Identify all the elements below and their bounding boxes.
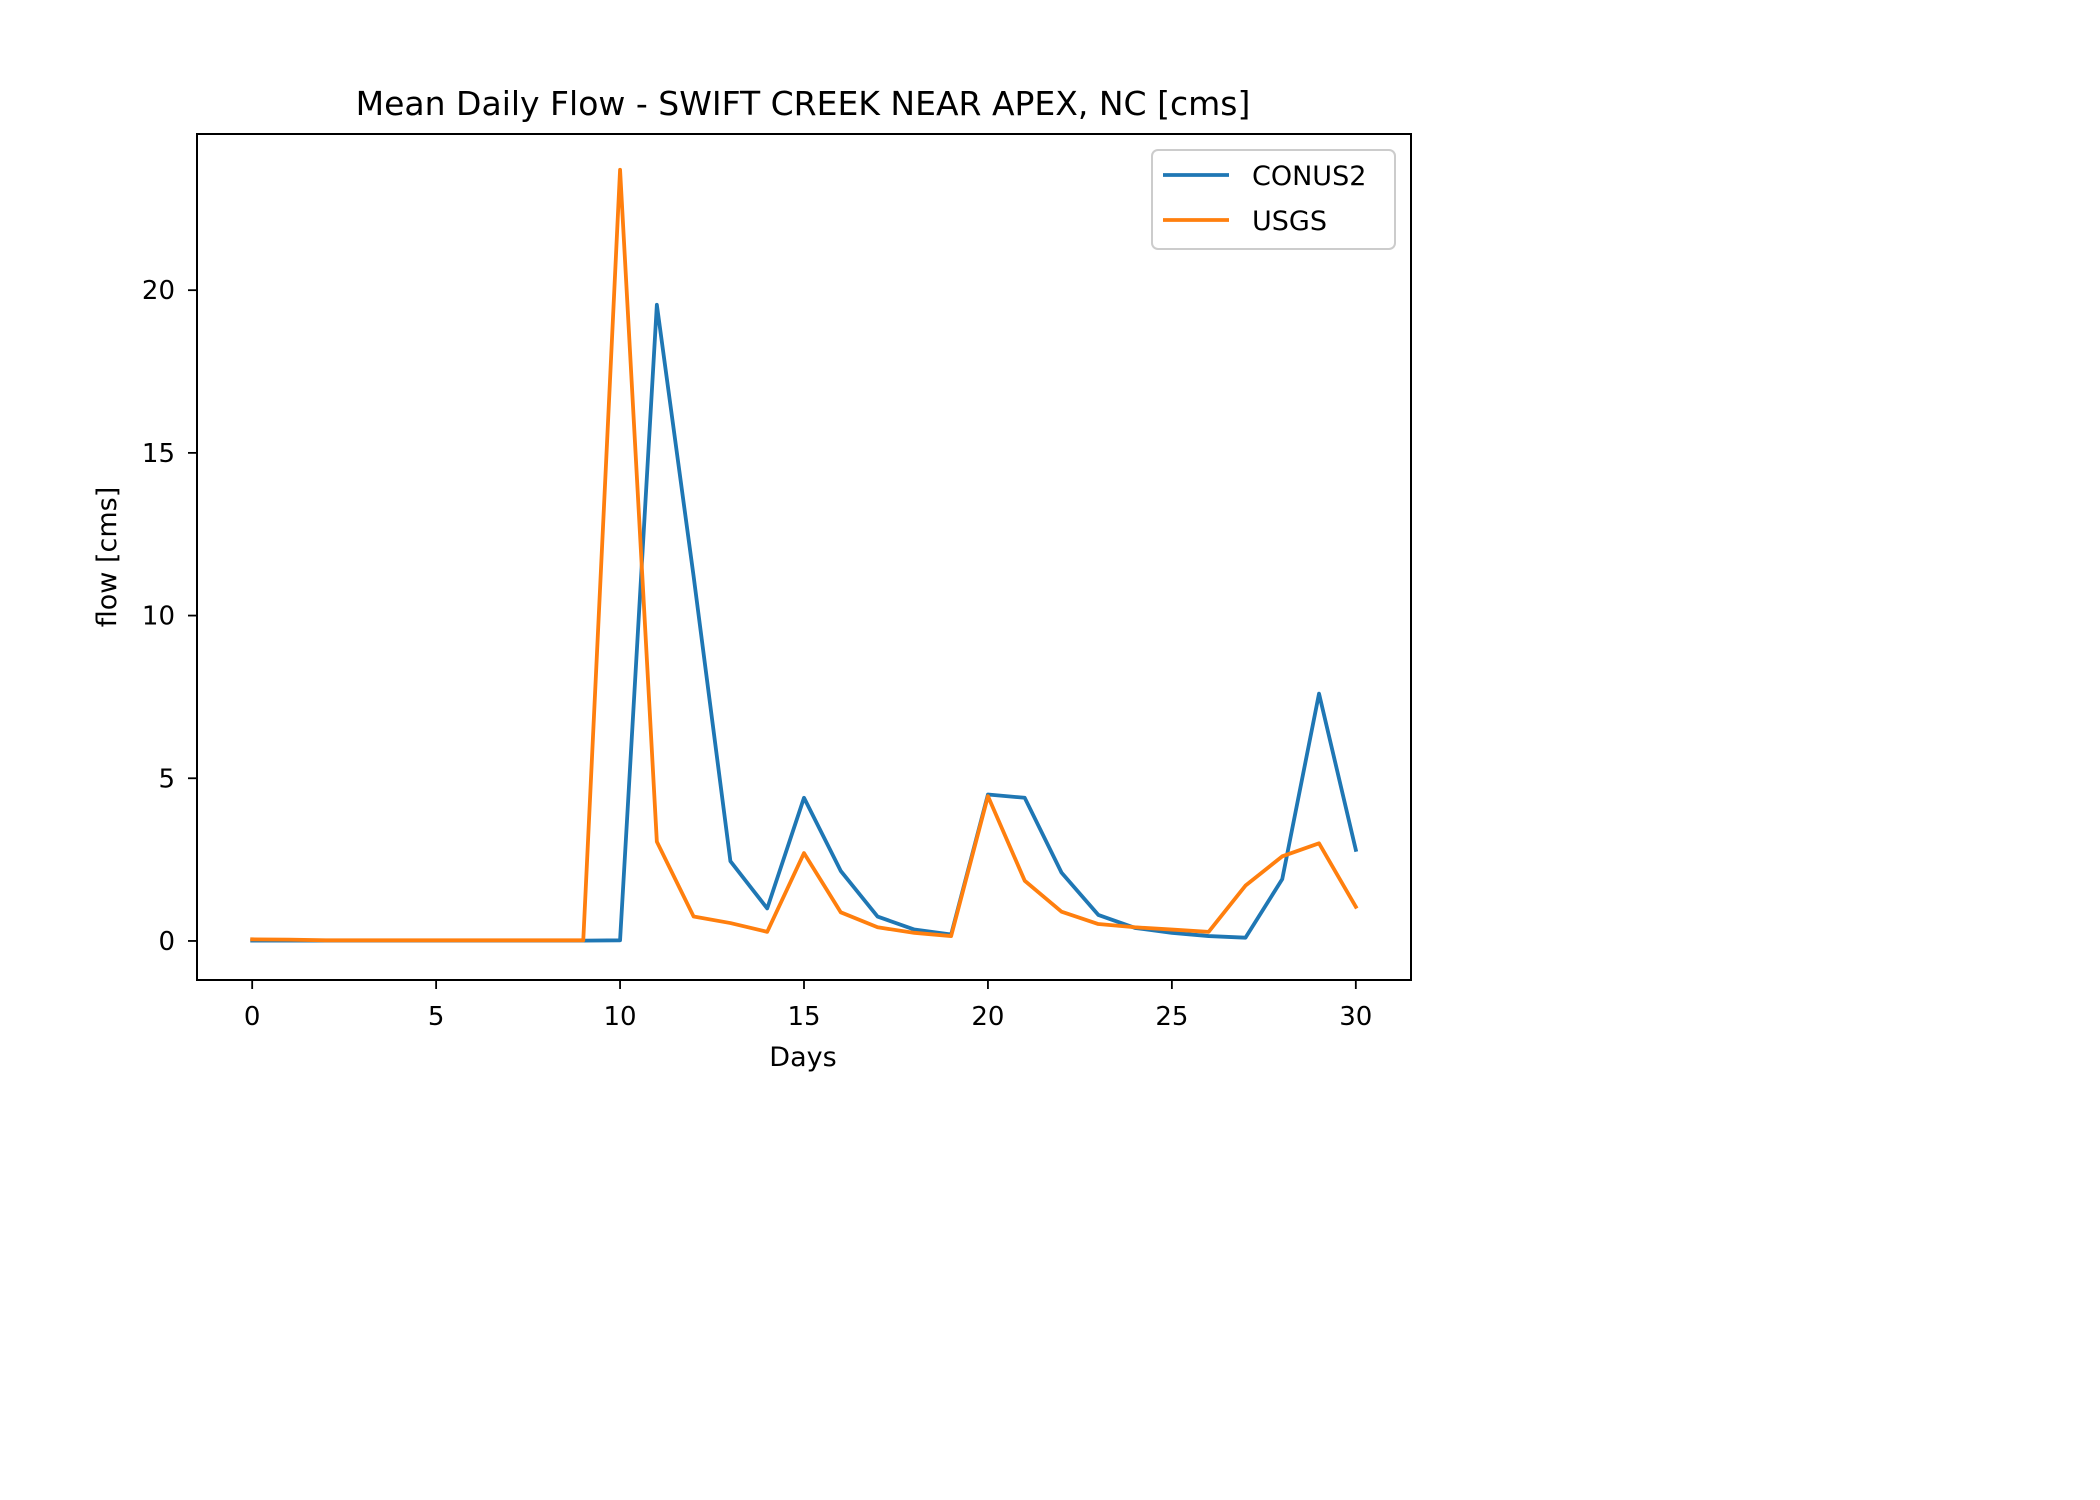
legend: CONUS2 USGS	[1151, 149, 1396, 250]
series-line-usgs	[250, 167, 1359, 943]
series-layer	[250, 167, 1359, 943]
legend-label-usgs: USGS	[1252, 206, 1327, 237]
x-axis-label: Days	[769, 1042, 836, 1073]
x-tick-label: 5	[428, 1002, 445, 1032]
y-tick-label: 15	[142, 439, 175, 469]
y-axis: 0 5 10 15 20	[142, 276, 197, 957]
legend-label-conus2: CONUS2	[1252, 161, 1366, 192]
chart-title: Mean Daily Flow - SWIFT CREEK NEAR APEX,…	[356, 84, 1251, 123]
x-tick-label: 25	[1155, 1002, 1188, 1032]
y-tick-label: 5	[158, 764, 175, 794]
x-tick-label: 20	[971, 1002, 1004, 1032]
y-axis-label: flow [cms]	[92, 487, 123, 627]
x-tick-label: 30	[1339, 1002, 1372, 1032]
x-tick-label: 0	[244, 1002, 261, 1032]
y-tick-label: 20	[142, 276, 175, 306]
x-tick-label: 10	[604, 1002, 637, 1032]
y-tick-label: 0	[158, 927, 175, 957]
plot-area	[196, 133, 1412, 981]
x-axis: 0 5 10 15 20 25 30	[244, 980, 1372, 1032]
x-tick-label: 15	[787, 1002, 820, 1032]
y-tick-label: 10	[142, 602, 175, 632]
plot-background	[197, 134, 1411, 980]
line-chart: Mean Daily Flow - SWIFT CREEK NEAR APEX,…	[92, 84, 1412, 1073]
